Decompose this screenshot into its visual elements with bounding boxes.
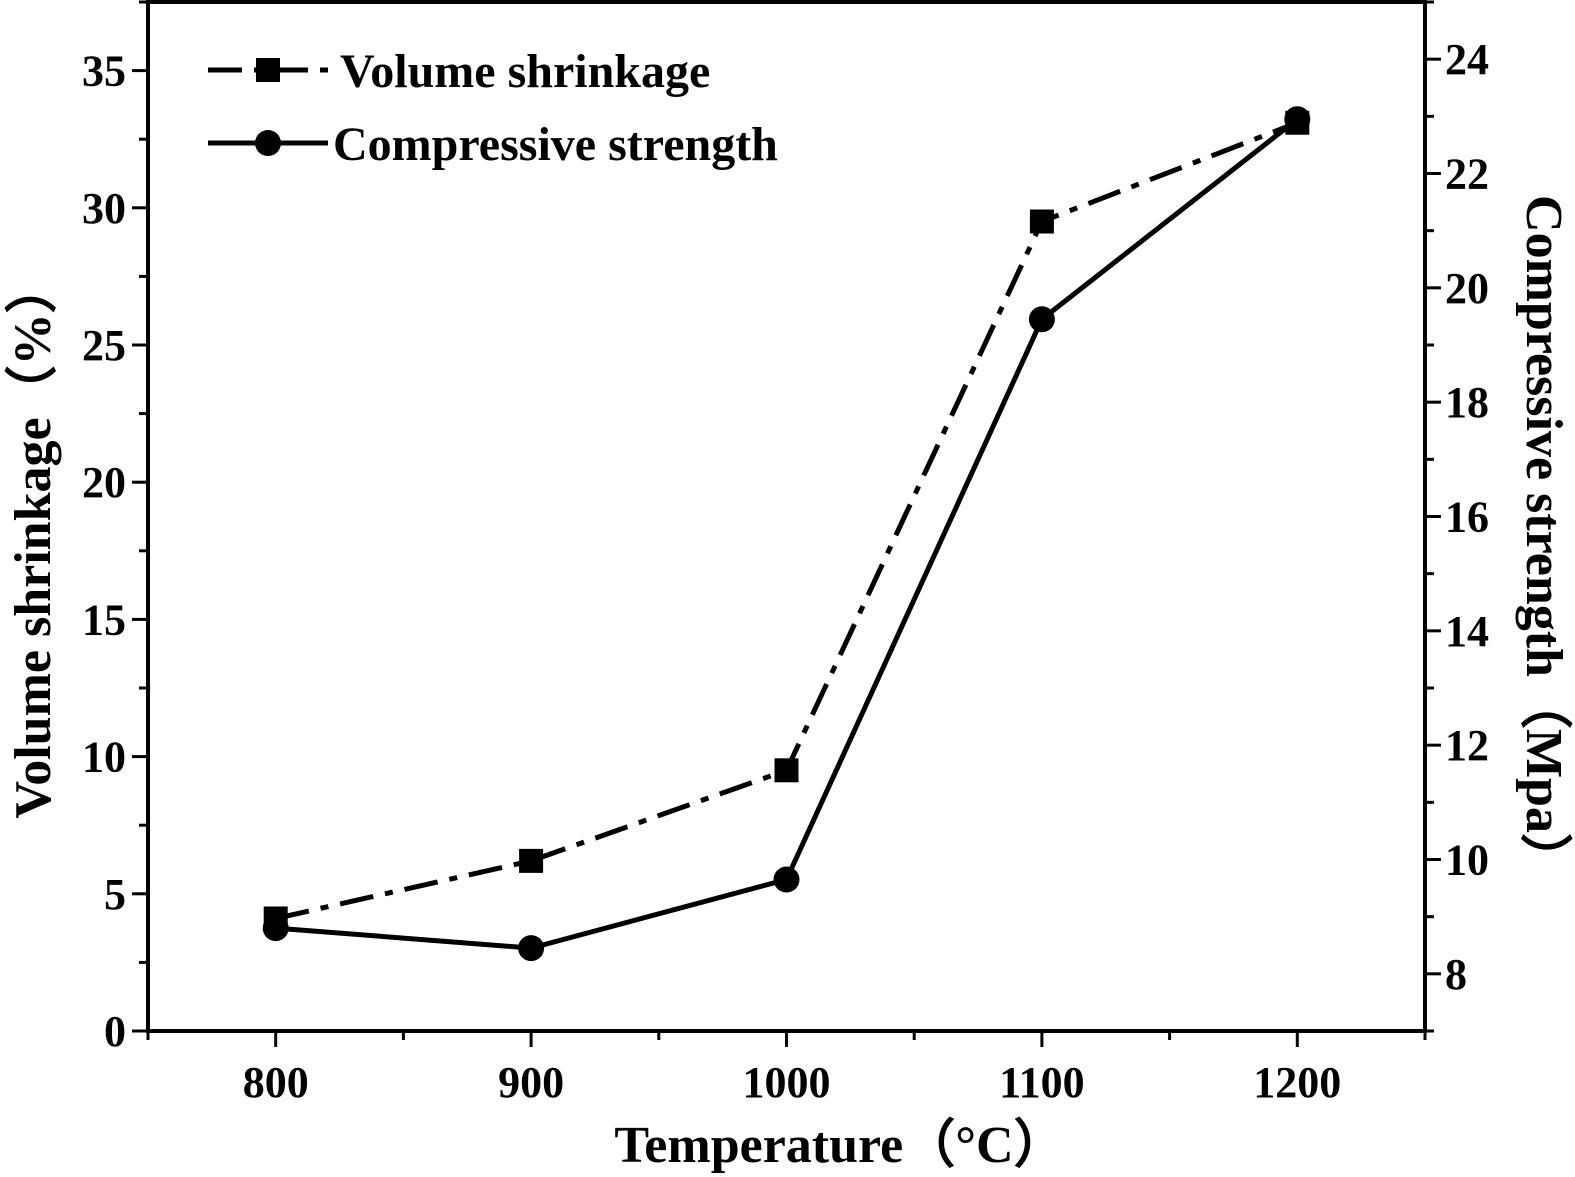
right-y-tick-label: 22 [1445, 150, 1489, 199]
left-y-tick-label: 15 [82, 595, 126, 644]
legend-marker-circle [255, 130, 281, 156]
left-y-tick-label: 25 [82, 321, 126, 370]
data-point-compressive-strength [518, 935, 545, 962]
legend: Volume shrinkage Compressive strength [208, 45, 778, 171]
x-axis-title: Temperature（°C） [614, 1116, 1065, 1174]
data-point-volume-shrinkage [519, 848, 544, 873]
data-point-volume-shrinkage [1029, 209, 1054, 234]
legend-label-volume-shrinkage: Volume shrinkage [340, 45, 710, 98]
data-point-volume-shrinkage [774, 758, 799, 783]
right-y-axis-title: Compressive strength（Mpa） [1515, 195, 1573, 885]
left-y-axis-ticks: 0 5 10 15 20 25 30 35 [82, 0, 148, 1056]
legend-marker-square [256, 58, 280, 82]
data-point-compressive-strength [1028, 306, 1055, 333]
right-y-tick-label: 10 [1445, 836, 1489, 885]
right-y-tick-label: 12 [1445, 721, 1489, 770]
series-line-compressive-strength [275, 117, 1299, 951]
x-axis-ticks: 800 900 1000 1100 1200 [146, 1031, 1427, 1107]
data-point-compressive-strength [1284, 106, 1311, 133]
right-y-tick-label: 16 [1445, 493, 1489, 542]
x-tick-label: 900 [498, 1058, 564, 1107]
left-y-tick-label: 30 [82, 184, 126, 233]
right-y-tick-label: 14 [1445, 607, 1489, 656]
right-y-tick-label: 24 [1445, 35, 1489, 84]
right-y-tick-label: 8 [1445, 950, 1467, 999]
x-tick-label: 1200 [1253, 1058, 1341, 1107]
left-y-tick-label: 0 [104, 1007, 126, 1056]
left-y-tick-label: 5 [104, 870, 126, 919]
left-y-tick-label: 10 [82, 733, 126, 782]
x-tick-label: 800 [243, 1058, 309, 1107]
series-layer [262, 106, 1311, 962]
x-tick-label: 1000 [743, 1058, 831, 1107]
x-tick-label: 1100 [999, 1058, 1085, 1107]
right-y-tick-label: 18 [1445, 378, 1489, 427]
right-y-tick-label: 20 [1445, 264, 1489, 313]
left-y-tick-label: 35 [82, 47, 126, 96]
right-y-axis-ticks: 8 10 12 14 16 18 20 22 24 [1425, 0, 1489, 1033]
left-y-axis-title: Volume shrinkage（%） [4, 261, 62, 818]
legend-label-compressive-strength: Compressive strength [333, 118, 778, 171]
left-y-tick-label: 20 [82, 458, 126, 507]
data-point-compressive-strength [773, 866, 800, 893]
data-point-compressive-strength [262, 915, 289, 942]
